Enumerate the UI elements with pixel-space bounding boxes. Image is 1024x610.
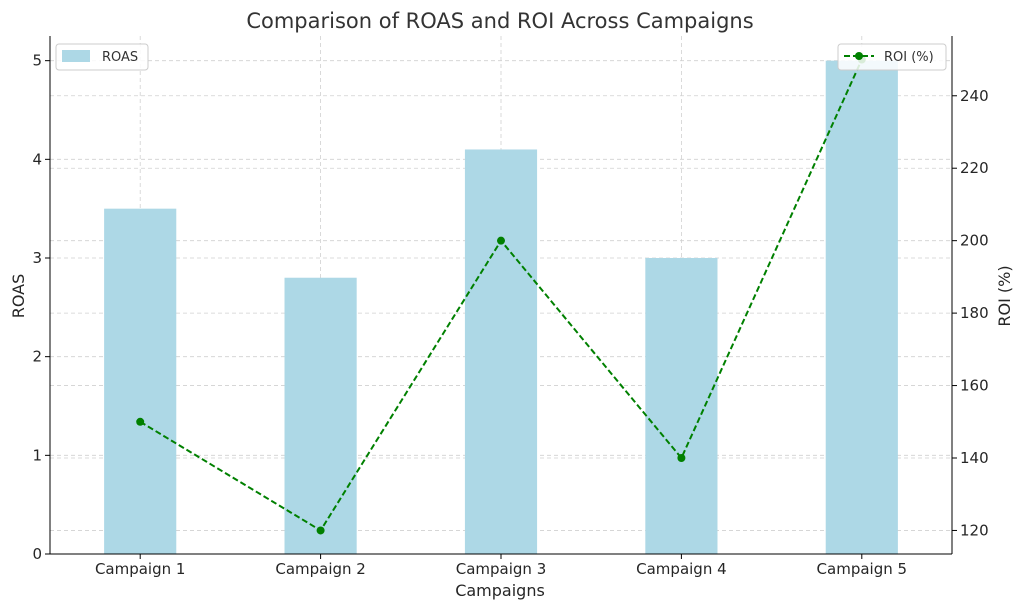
y-tick-label-left: 2 (32, 348, 42, 366)
x-tick-label: Campaign 4 (636, 560, 727, 578)
legend-roas-swatch (62, 50, 90, 62)
bar-roas-3 (464, 149, 538, 554)
legend-roi-frame (837, 43, 947, 71)
x-tick-label: Campaign 1 (95, 560, 186, 578)
y-tick-label-right: 120 (960, 521, 989, 539)
y-tick-label-left: 0 (32, 545, 42, 563)
x-tick-label: Campaign 3 (456, 560, 547, 578)
y-tick-label-right: 140 (960, 449, 989, 467)
x-tick-label: Campaign 2 (275, 560, 366, 578)
legend-roas-label: ROAS (102, 50, 138, 65)
legend-roi: ROI (%) (837, 43, 947, 71)
point-roi-3 (497, 236, 505, 245)
y-tick-label-left: 4 (32, 150, 42, 168)
y-tick-label-left: 5 (32, 52, 42, 70)
y-axis-right-label: ROI (%) (995, 265, 1014, 326)
x-tick-label: Campaign 5 (817, 560, 908, 578)
bar-roas-4 (645, 258, 718, 554)
point-roi-2 (316, 526, 325, 535)
point-roi-4 (677, 454, 686, 463)
legend-roas: ROAS (55, 43, 149, 71)
x-axis-label: Campaigns (455, 581, 545, 600)
bars-layer (104, 60, 898, 555)
bar-roas-1 (104, 208, 177, 554)
y-tick-label-left: 3 (32, 249, 42, 267)
chart-title: Comparison of ROAS and ROI Across Campai… (246, 9, 753, 33)
y-tick-label-right: 220 (960, 159, 989, 177)
y-tick-label-right: 180 (960, 304, 989, 322)
y-tick-label-left: 1 (32, 446, 42, 464)
y-tick-label-right: 240 (960, 87, 989, 105)
y-tick-label-right: 160 (960, 377, 989, 395)
y-tick-label-right: 200 (960, 232, 989, 250)
bar-roas-2 (284, 277, 357, 554)
point-roi-1 (136, 417, 145, 426)
legend-roi-marker (855, 52, 863, 60)
bar-roas-5 (825, 60, 898, 555)
ticks-layer: Campaign 1 Campaign 2 Campaign 3 Campaign 4… (32, 52, 988, 578)
y-axis-label: ROAS (9, 274, 28, 319)
legend-roi-label: ROI (%) (884, 50, 934, 65)
